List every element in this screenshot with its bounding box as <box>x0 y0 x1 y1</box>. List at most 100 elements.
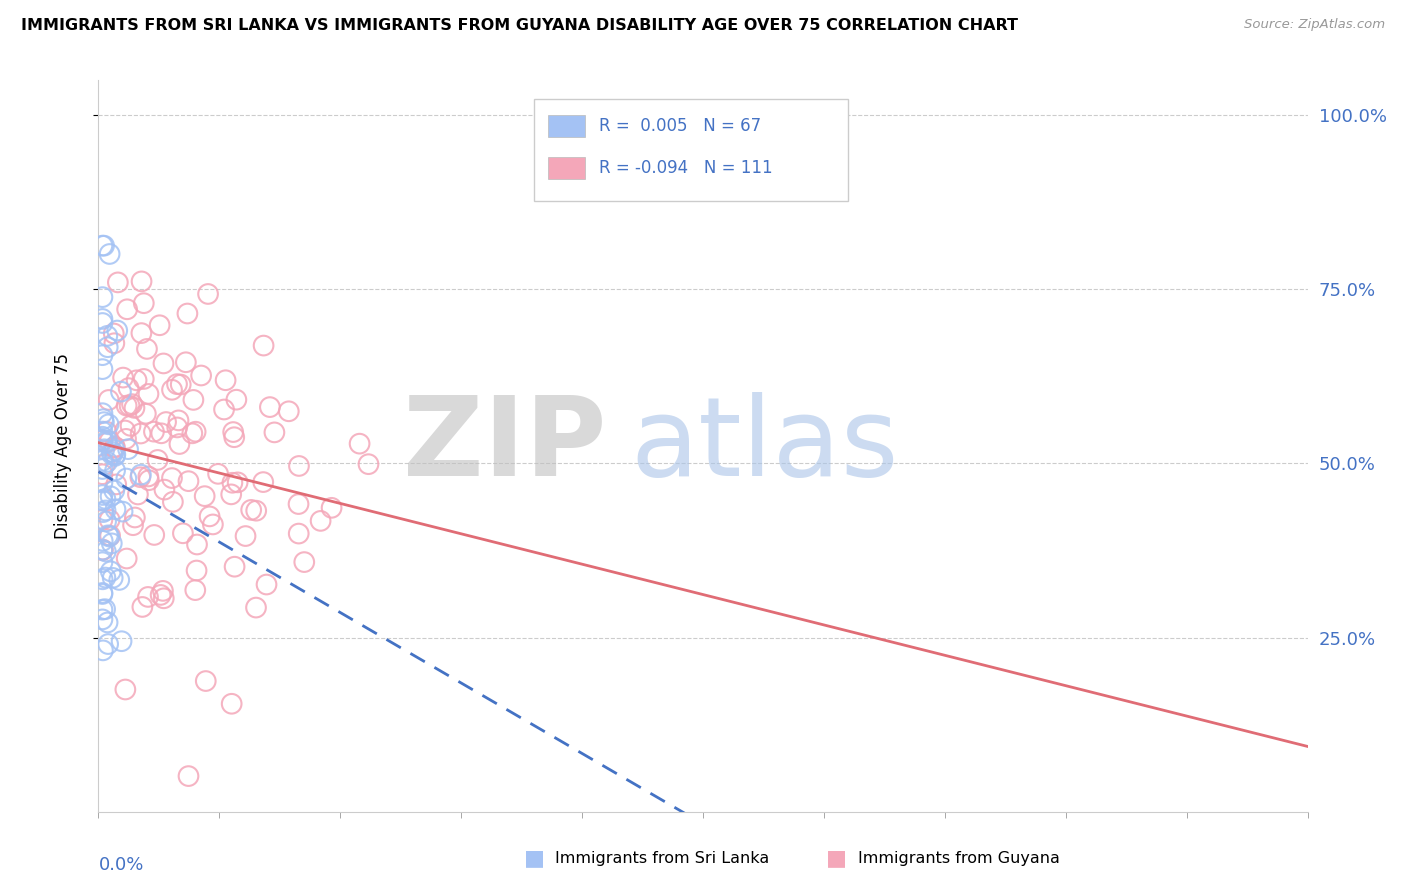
Point <box>183 392 205 407</box>
Point <box>112 370 135 384</box>
Point <box>129 426 152 441</box>
Point <box>115 551 138 566</box>
Point <box>287 526 309 541</box>
Point <box>96 455 118 469</box>
Point <box>259 400 281 414</box>
Point <box>131 274 153 288</box>
Point <box>94 515 117 529</box>
Point <box>149 588 172 602</box>
Point <box>131 599 153 614</box>
Point <box>91 412 114 426</box>
Point <box>91 290 114 304</box>
Point <box>245 600 267 615</box>
Point <box>136 590 159 604</box>
Point <box>245 504 267 518</box>
Point <box>221 475 243 490</box>
Point <box>169 437 191 451</box>
Text: Immigrants from Sri Lanka: Immigrants from Sri Lanka <box>555 851 769 865</box>
Point <box>107 276 129 290</box>
Point <box>277 404 299 418</box>
Point <box>94 570 117 584</box>
Point <box>224 559 246 574</box>
Point <box>160 383 183 397</box>
Point <box>103 483 125 498</box>
Point <box>150 426 173 441</box>
Point <box>91 425 114 439</box>
Text: Source: ZipAtlas.com: Source: ZipAtlas.com <box>1244 18 1385 31</box>
Point <box>91 643 114 657</box>
Point <box>104 502 127 516</box>
Point <box>125 373 148 387</box>
Point <box>93 415 115 429</box>
Text: 0.0%: 0.0% <box>98 855 143 873</box>
Point <box>135 407 157 421</box>
Point <box>149 318 172 333</box>
Point <box>91 406 114 420</box>
Text: ■: ■ <box>827 848 846 868</box>
Point <box>287 497 309 511</box>
Point <box>91 316 114 330</box>
Point <box>131 326 153 340</box>
Point <box>98 434 121 449</box>
Point <box>207 467 229 481</box>
Point <box>167 413 190 427</box>
Point <box>127 487 149 501</box>
Point <box>132 372 155 386</box>
Point <box>91 555 114 569</box>
FancyBboxPatch shape <box>548 157 585 179</box>
Point <box>91 513 114 527</box>
Point <box>252 475 274 489</box>
Point <box>93 238 115 252</box>
Text: atlas: atlas <box>630 392 898 500</box>
Point <box>94 602 117 616</box>
Point <box>152 583 174 598</box>
Point <box>177 474 200 488</box>
Point <box>263 425 285 440</box>
Point <box>181 426 204 441</box>
Point <box>160 471 183 485</box>
Text: R = -0.094   N = 111: R = -0.094 N = 111 <box>599 159 773 177</box>
Point <box>138 473 160 487</box>
Y-axis label: Disability Age Over 75: Disability Age Over 75 <box>53 353 72 539</box>
Text: IMMIGRANTS FROM SRI LANKA VS IMMIGRANTS FROM GUYANA DISABILITY AGE OVER 75 CORRE: IMMIGRANTS FROM SRI LANKA VS IMMIGRANTS … <box>21 18 1018 33</box>
Point <box>96 425 118 439</box>
Point <box>153 483 176 497</box>
Point <box>94 435 117 450</box>
Point <box>212 402 235 417</box>
Point <box>104 448 127 462</box>
Point <box>240 503 263 517</box>
Point <box>97 528 120 542</box>
Point <box>194 674 217 689</box>
Point <box>97 340 120 354</box>
Point <box>111 505 134 519</box>
Point <box>174 355 197 369</box>
Point <box>288 458 311 473</box>
Text: Immigrants from Guyana: Immigrants from Guyana <box>858 851 1060 865</box>
Point <box>97 637 120 651</box>
Point <box>115 399 138 413</box>
Point <box>91 434 114 448</box>
Point <box>114 682 136 697</box>
Point <box>349 436 371 450</box>
Point <box>214 373 236 387</box>
Point <box>91 612 114 626</box>
Point <box>91 467 114 482</box>
Point <box>104 442 127 457</box>
Point <box>221 697 243 711</box>
Point <box>121 397 143 411</box>
Point <box>117 381 139 395</box>
Point <box>104 463 127 477</box>
Point <box>129 470 152 484</box>
Point <box>184 425 207 439</box>
FancyBboxPatch shape <box>534 99 848 201</box>
Point <box>186 564 208 578</box>
Point <box>110 384 132 399</box>
Point <box>97 417 120 432</box>
Point <box>117 442 139 457</box>
Point <box>224 430 246 444</box>
Point <box>186 537 208 551</box>
Point <box>256 577 278 591</box>
Point <box>152 591 174 606</box>
Point <box>97 392 120 407</box>
Point <box>138 387 160 401</box>
